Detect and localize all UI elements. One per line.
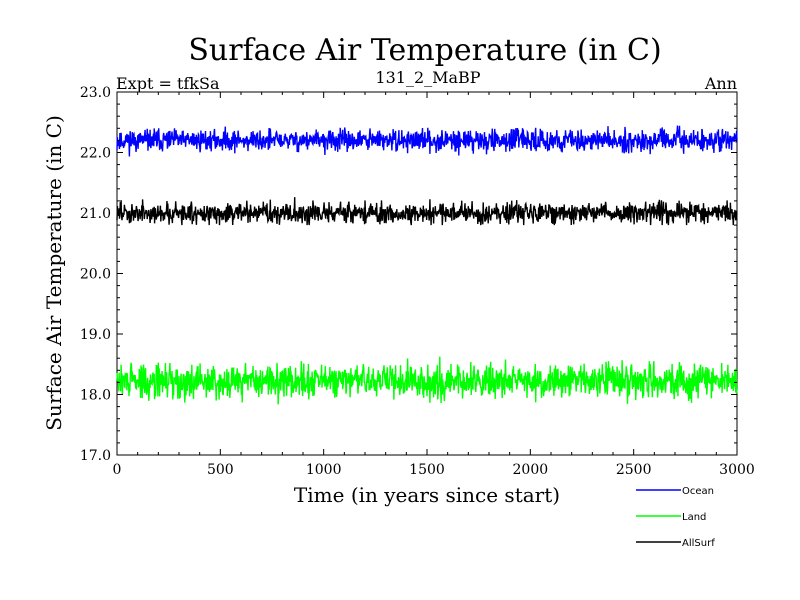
y-axis-label: Surface Air Temperature (in C) xyxy=(42,115,66,431)
x-tick-label: 2000 xyxy=(513,462,549,478)
series-line-allsurf xyxy=(116,197,738,226)
x-tick-label: 500 xyxy=(207,462,234,478)
subtitle-right: Ann xyxy=(704,74,737,93)
y-tick-label: 18.0 xyxy=(80,388,111,404)
series-line-land xyxy=(116,356,738,405)
series-layer xyxy=(116,125,738,405)
y-tick-label: 19.0 xyxy=(80,327,111,343)
x-tick-label: 0 xyxy=(113,462,122,478)
subtitle-left: Expt = tfkSa xyxy=(116,74,220,93)
legend-label-ocean: Ocean xyxy=(682,486,714,497)
x-tick-label: 2500 xyxy=(616,462,652,478)
y-tick-label: 21.0 xyxy=(80,206,111,222)
legend-label-land: Land xyxy=(682,512,706,523)
x-tick-label: 3000 xyxy=(719,462,755,478)
y-axis-ticks: 17.0 18.0 19.0 20.0 21.0 22.0 23.0 xyxy=(80,85,737,464)
series-line-ocean xyxy=(116,125,738,157)
y-tick-label: 17.0 xyxy=(80,448,111,464)
chart-title: Surface Air Temperature (in C) xyxy=(188,33,661,68)
x-axis-label: Time (in years since start) xyxy=(294,483,560,507)
legend: Ocean Land AllSurf xyxy=(636,486,715,549)
y-tick-label: 22.0 xyxy=(80,146,111,162)
x-tick-label: 1000 xyxy=(306,462,342,478)
y-tick-label: 23.0 xyxy=(80,85,111,101)
x-tick-label: 1500 xyxy=(409,462,445,478)
subtitle-center: 131_2_MaBP xyxy=(375,68,480,87)
legend-label-allsurf: AllSurf xyxy=(682,538,715,549)
y-tick-label: 20.0 xyxy=(80,267,111,283)
x-axis-ticks: 0 500 1000 1500 2000 2500 3000 xyxy=(113,92,755,478)
